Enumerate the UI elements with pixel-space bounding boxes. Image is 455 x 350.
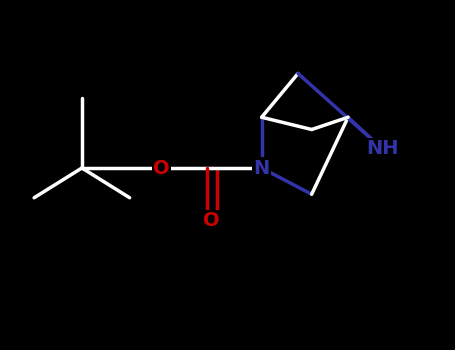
Text: N: N [253,159,270,177]
Text: O: O [153,159,170,177]
Text: O: O [203,211,220,230]
Text: NH: NH [366,139,399,158]
